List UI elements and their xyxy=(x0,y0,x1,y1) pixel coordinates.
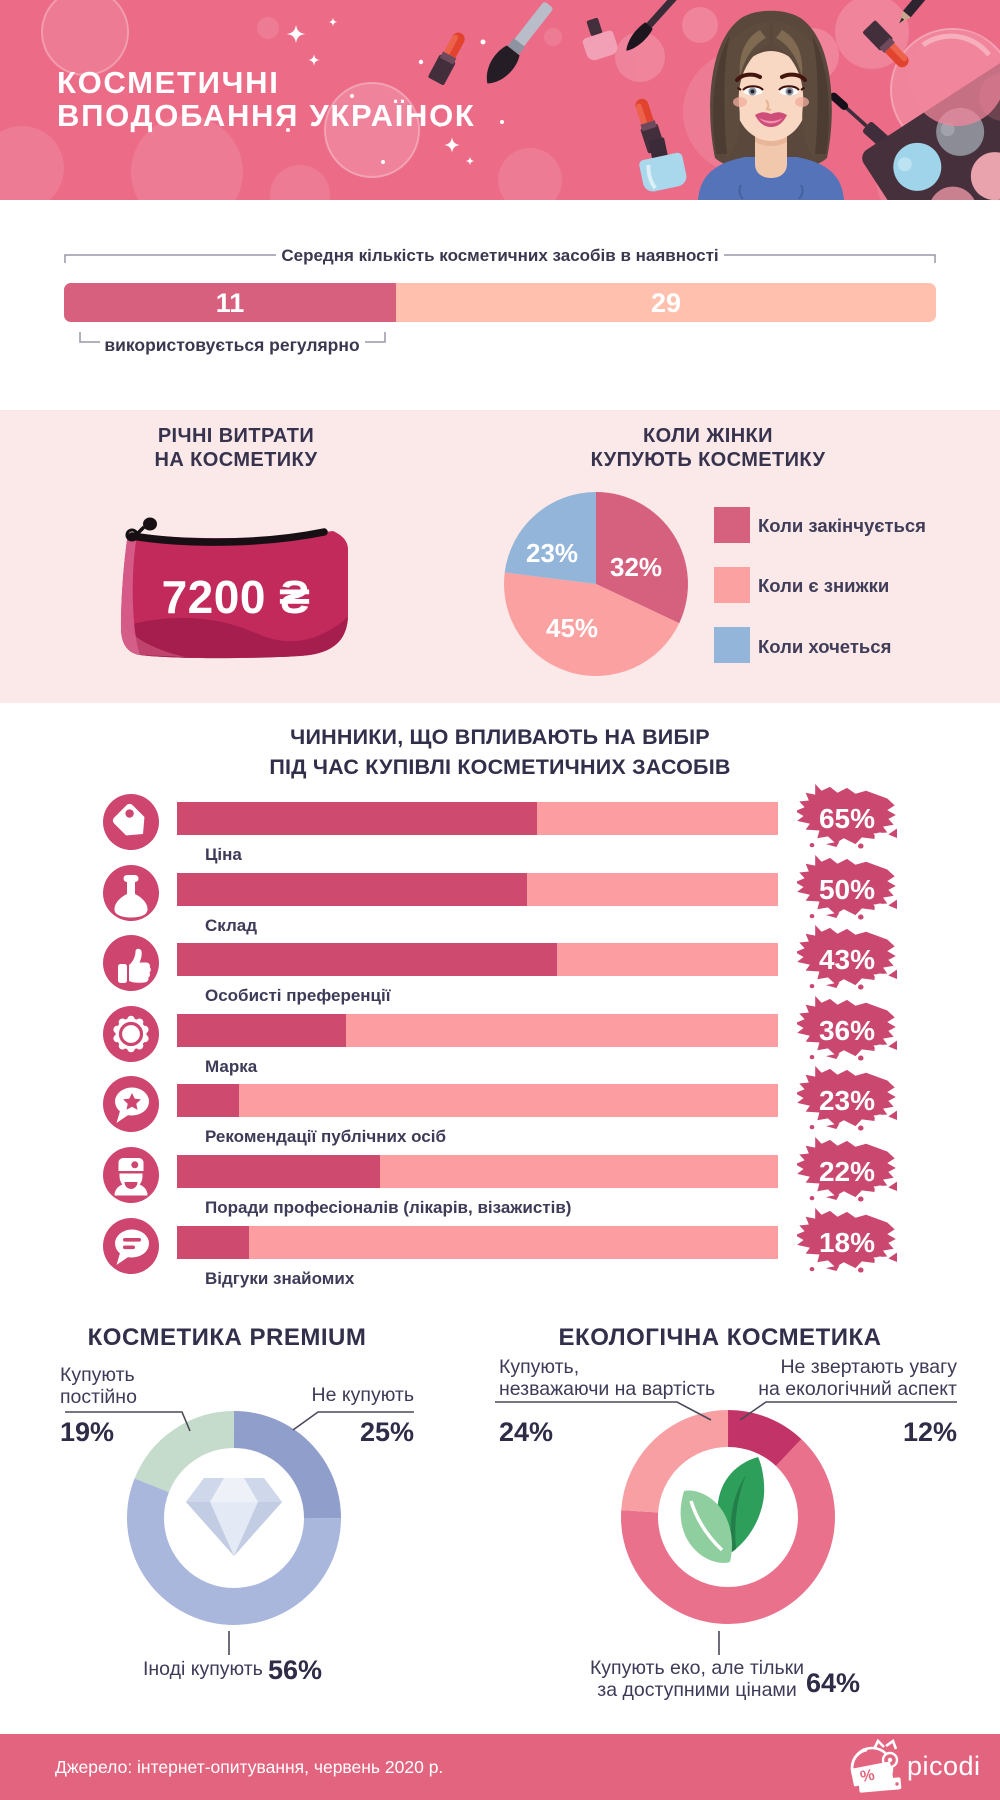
svg-text:%: % xyxy=(859,1767,876,1786)
svg-text:picodi: picodi xyxy=(907,1751,980,1781)
